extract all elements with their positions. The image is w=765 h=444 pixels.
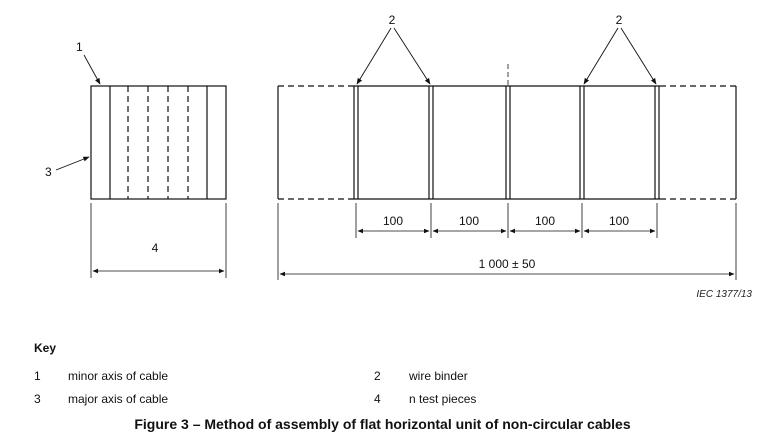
segment-2-label: 100: [459, 214, 479, 228]
assembly-diagram: 1 3 4: [45, 13, 752, 300]
total-length-label: 1 000 ± 50: [479, 257, 536, 271]
callout-3-label: 3: [45, 165, 52, 179]
callout-2-left-label: 2: [389, 13, 396, 27]
key-item-4-num: 4: [374, 392, 381, 406]
callout-4-label: 4: [152, 241, 159, 255]
figure-credit: IEC 1377/13: [696, 289, 752, 300]
segment-3-label: 100: [535, 214, 555, 228]
key-item-3-num: 3: [34, 392, 41, 406]
segment-1-label: 100: [383, 214, 403, 228]
key-item-1-num: 1: [34, 369, 41, 383]
key-item-2-num: 2: [374, 369, 381, 383]
callout-1-leader: [83, 54, 101, 85]
callout-2-right-label: 2: [616, 13, 623, 27]
key-item-1-text: minor axis of cable: [68, 369, 169, 383]
callout-3-leader: [55, 156, 90, 171]
callout-1-label: 1: [76, 40, 83, 54]
figure-caption: Figure 3 – Method of assembly of flat ho…: [134, 416, 631, 432]
left-bundle-outline: [90, 85, 227, 200]
left-view-bundle: [55, 54, 227, 278]
key-item-3-text: major axis of cable: [68, 392, 169, 406]
segment-4-label: 100: [609, 214, 629, 228]
key-title: Key: [34, 341, 57, 355]
key-item-4-text: n test pieces: [409, 392, 477, 406]
right-view-bundle: [277, 27, 737, 280]
key-item-2-text: wire binder: [409, 369, 468, 383]
